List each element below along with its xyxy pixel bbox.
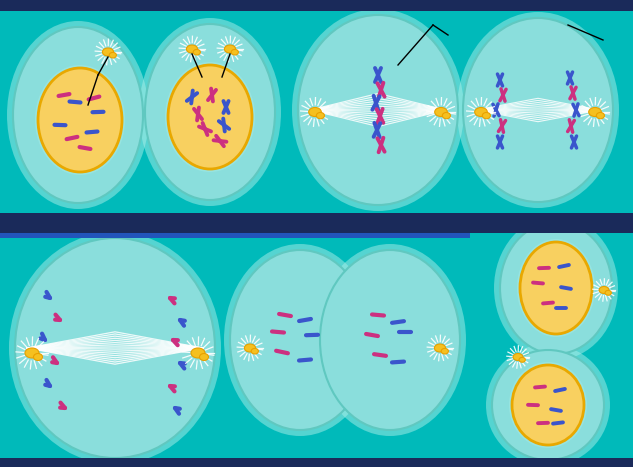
Ellipse shape xyxy=(9,232,221,464)
Ellipse shape xyxy=(596,113,605,119)
Ellipse shape xyxy=(191,348,205,358)
Bar xyxy=(0,458,633,467)
Ellipse shape xyxy=(292,9,464,211)
Ellipse shape xyxy=(434,344,446,352)
Ellipse shape xyxy=(492,350,604,460)
Ellipse shape xyxy=(199,354,208,361)
Ellipse shape xyxy=(193,50,201,55)
Ellipse shape xyxy=(230,250,370,430)
Ellipse shape xyxy=(441,348,448,354)
Ellipse shape xyxy=(512,365,584,445)
Ellipse shape xyxy=(605,290,611,295)
Ellipse shape xyxy=(34,354,42,361)
Ellipse shape xyxy=(35,65,125,175)
Ellipse shape xyxy=(244,344,256,352)
Ellipse shape xyxy=(320,250,460,430)
Ellipse shape xyxy=(110,52,116,58)
Ellipse shape xyxy=(7,21,149,209)
Ellipse shape xyxy=(589,107,601,116)
Ellipse shape xyxy=(165,62,255,172)
Ellipse shape xyxy=(309,107,322,116)
Ellipse shape xyxy=(25,348,39,358)
Ellipse shape xyxy=(298,15,458,205)
Ellipse shape xyxy=(463,18,613,202)
Ellipse shape xyxy=(486,344,610,466)
Bar xyxy=(0,0,633,11)
Ellipse shape xyxy=(509,362,587,448)
Ellipse shape xyxy=(475,107,487,116)
Ellipse shape xyxy=(316,113,325,119)
Ellipse shape xyxy=(517,239,595,337)
Ellipse shape xyxy=(599,286,609,293)
Ellipse shape xyxy=(186,45,197,53)
Ellipse shape xyxy=(314,244,466,436)
Bar xyxy=(0,233,470,238)
Ellipse shape xyxy=(513,354,523,361)
Ellipse shape xyxy=(482,113,491,119)
Ellipse shape xyxy=(38,68,122,172)
Ellipse shape xyxy=(145,24,275,200)
Ellipse shape xyxy=(457,12,619,208)
Ellipse shape xyxy=(251,348,258,354)
Ellipse shape xyxy=(139,18,281,206)
Ellipse shape xyxy=(103,48,113,56)
Ellipse shape xyxy=(225,45,235,53)
Ellipse shape xyxy=(224,244,376,436)
Ellipse shape xyxy=(519,357,525,362)
Ellipse shape xyxy=(435,107,448,116)
Ellipse shape xyxy=(442,113,451,119)
Ellipse shape xyxy=(15,238,215,458)
Ellipse shape xyxy=(494,216,618,360)
Ellipse shape xyxy=(168,65,252,169)
Ellipse shape xyxy=(13,27,143,203)
Ellipse shape xyxy=(500,222,612,354)
Bar xyxy=(0,213,633,233)
Ellipse shape xyxy=(231,50,239,55)
Ellipse shape xyxy=(520,242,592,334)
